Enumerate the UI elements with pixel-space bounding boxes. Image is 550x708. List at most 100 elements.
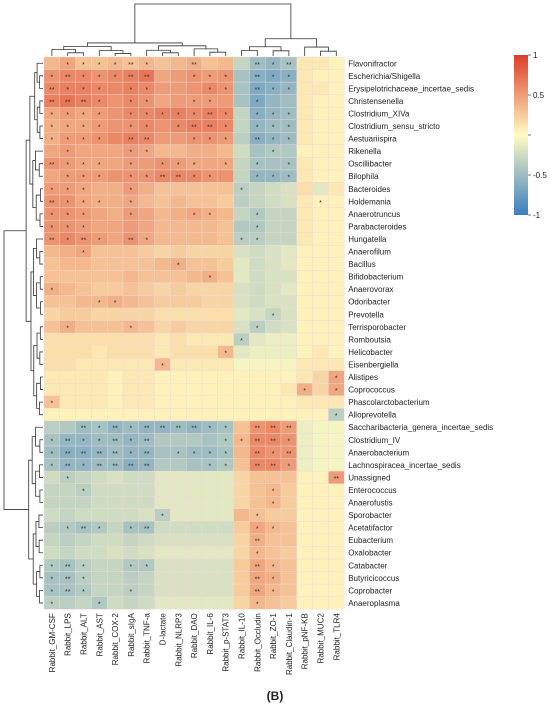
heatmap-cell (91, 383, 108, 397)
heatmap-cell (185, 521, 203, 535)
heatmap-cell (296, 521, 313, 535)
heatmap-cell (328, 207, 345, 221)
row-label: Erysipelotrichaceae_incertae_sedis (348, 84, 474, 93)
heatmap-cell (201, 295, 219, 309)
heatmap-cell (75, 496, 92, 510)
row-label: Eisenbergiella (348, 360, 399, 369)
heatmap-cell (265, 332, 282, 346)
heatmap-cell (185, 144, 203, 158)
heatmap-cell (296, 194, 313, 208)
heatmap-cell (312, 232, 329, 246)
heatmap-cell (233, 470, 250, 484)
significance-mark: * (288, 162, 291, 169)
significance-mark: * (240, 438, 243, 445)
significance-mark: * (193, 451, 196, 458)
heatmap-cell (217, 521, 234, 535)
significance-mark: * (130, 451, 133, 458)
row-label: Rikenella (348, 147, 381, 156)
column-label: Rabbit_Claudin-1 (285, 613, 294, 675)
significance-mark: ** (144, 426, 150, 433)
heatmap-cell (233, 194, 250, 208)
legend-colorbar (514, 55, 528, 215)
significance-mark: * (51, 463, 54, 470)
column-label: Rabbit_AST (95, 613, 104, 656)
heatmap-cell (201, 245, 219, 259)
significance-marks: * * * * ** * ** ** * *** ** * * * ** ** * * * ** * *** * * * * * * *… (49, 62, 339, 609)
heatmap-cell (217, 320, 234, 334)
heatmap-cell (91, 496, 108, 510)
heatmap-cell (233, 81, 250, 95)
heatmap-cell (280, 521, 298, 535)
heatmap-cell (328, 232, 345, 246)
row-label: Acetatifactor (348, 524, 393, 533)
dendrogram-link (209, 51, 227, 56)
significance-mark: ** (207, 125, 213, 132)
significance-mark: * (130, 187, 133, 194)
heatmap-cell (138, 483, 155, 497)
significance-mark: * (224, 112, 227, 119)
significance-mark: * (272, 125, 275, 132)
heatmap-cell (106, 358, 124, 371)
heatmap-cell (280, 395, 298, 409)
heatmap-cell (170, 470, 187, 484)
heatmap-cell (106, 483, 124, 497)
row-label: Coprococcus (348, 386, 395, 395)
heatmap-cell (170, 270, 187, 284)
significance-mark: * (66, 526, 69, 533)
heatmap-cell (106, 245, 124, 259)
dendrogram-link (39, 251, 43, 265)
heatmap-cell (154, 182, 171, 196)
significance-mark: ** (176, 426, 182, 433)
heatmap-cell (201, 533, 219, 547)
heatmap-cell (328, 508, 345, 522)
heatmap-cell (154, 144, 171, 158)
heatmap-cell (201, 257, 219, 271)
heatmap-cell (217, 483, 234, 497)
heatmap-cell (249, 496, 266, 510)
heatmap-cell (138, 596, 155, 610)
heatmap-cell (249, 307, 266, 321)
heatmap-cell (122, 571, 140, 585)
heatmap-cell (296, 232, 313, 246)
heatmap-cell (122, 358, 140, 371)
heatmap-cell (170, 194, 187, 208)
significance-mark: * (82, 187, 85, 194)
significance-mark: * (256, 175, 259, 182)
significance-mark: ** (176, 175, 182, 182)
significance-mark: * (256, 551, 259, 558)
heatmap-cell (249, 270, 266, 284)
heatmap-cell (201, 433, 219, 447)
heatmap-cell (185, 496, 203, 510)
heatmap-cell (185, 219, 203, 233)
heatmap-cell (296, 282, 313, 296)
heatmap-cell (312, 320, 329, 334)
heatmap-cell (296, 169, 313, 183)
significance-mark: * (256, 125, 259, 132)
heatmap-cell (185, 194, 203, 208)
heatmap-cell (312, 245, 329, 259)
heatmap-cell (122, 295, 140, 309)
significance-mark: * (256, 325, 259, 332)
heatmap-cell (296, 395, 313, 409)
heatmap-cell (170, 219, 187, 233)
row-label: Odoribacter (348, 298, 390, 307)
significance-mark: * (224, 350, 227, 357)
heatmap-cell (154, 558, 171, 572)
heatmap-cell (217, 571, 234, 585)
significance-mark: * (82, 250, 85, 257)
heatmap-cell (91, 358, 108, 371)
significance-mark: * (256, 225, 259, 232)
significance-mark: * (130, 125, 133, 132)
heatmap-cell (233, 132, 250, 146)
significance-mark: * (177, 451, 180, 458)
heatmap-cell (185, 257, 203, 271)
heatmap-cell (328, 169, 345, 183)
significance-mark: ** (255, 589, 261, 596)
heatmap-cell (91, 395, 108, 409)
significance-mark: * (51, 225, 54, 232)
dendrogram-link (39, 100, 43, 114)
significance-mark: * (51, 137, 54, 144)
heatmap-cell (201, 571, 219, 585)
significance-mark: ** (286, 62, 292, 69)
significance-mark: ** (144, 451, 150, 458)
